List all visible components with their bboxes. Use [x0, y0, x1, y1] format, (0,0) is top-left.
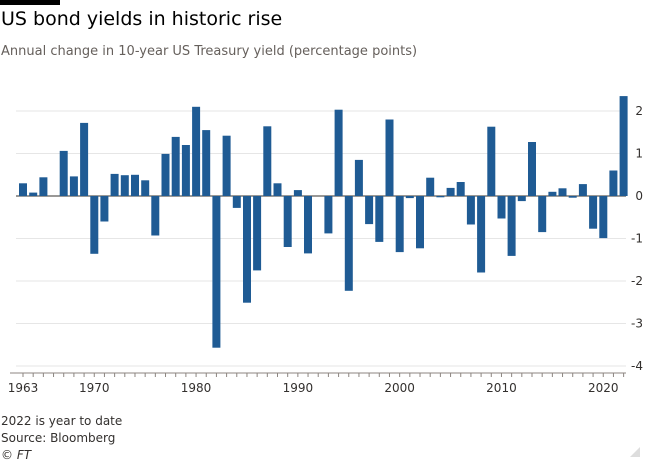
bar-2012: [517, 196, 526, 202]
bar-1978: [171, 136, 180, 196]
bar-2011: [507, 196, 516, 256]
bar-1977: [161, 153, 170, 196]
x-tick-label: 1990: [283, 381, 314, 395]
footnote-ytd: 2022 is year to date: [1, 414, 123, 428]
bar-2014: [538, 196, 547, 233]
y-tick-label: 1: [635, 147, 643, 161]
bar-2021: [609, 170, 618, 196]
bar-1994: [334, 109, 343, 196]
bar-1972: [110, 173, 119, 196]
bar-1963: [19, 183, 27, 197]
bar-1997: [365, 196, 374, 225]
chart-title: US bond yields in historic rise: [1, 8, 283, 30]
bar-2017: [568, 196, 577, 198]
x-tick-label: 2000: [384, 381, 415, 395]
bar-1976: [151, 196, 160, 236]
bar-2018: [578, 184, 587, 196]
chart-subtitle: Annual change in 10-year US Treasury yie…: [1, 44, 418, 59]
bar-2009: [487, 126, 496, 196]
bar-1989: [283, 196, 292, 247]
bar-1998: [375, 196, 384, 242]
bar-1991: [304, 196, 312, 254]
bar-1964: [29, 192, 38, 196]
bar-1981: [202, 130, 211, 196]
bar-2005: [446, 187, 455, 196]
bar-2010: [497, 196, 506, 219]
bar-1965: [39, 177, 48, 196]
bar-chart: 2 1 0 -1 -2 -3 -4 1963 1970 1980 1990 2000 2010 2020: [8, 96, 643, 395]
bar-1967: [59, 150, 68, 196]
bar-2013: [528, 142, 536, 196]
bar-2003: [426, 177, 435, 196]
x-tick-label: 1963: [8, 381, 39, 395]
bar-2008: [477, 196, 486, 273]
bar-1990: [293, 190, 302, 197]
bar-1979: [181, 145, 190, 196]
bar-1968: [69, 176, 78, 196]
bar-2006: [456, 182, 465, 196]
bar-1995: [344, 196, 353, 291]
bar-2020: [599, 196, 608, 239]
bar-1974: [131, 174, 139, 197]
y-tick-label: -2: [631, 274, 643, 288]
bars: [19, 96, 628, 348]
bar-2019: [589, 196, 598, 229]
bar-1996: [354, 159, 363, 196]
y-tick-label: -4: [631, 359, 643, 373]
bar-2015: [548, 191, 557, 197]
bar-2002: [416, 196, 424, 249]
bar-2016: [558, 188, 567, 196]
ft-top-rule: [0, 0, 60, 5]
x-tick-label: 1980: [181, 381, 212, 395]
bar-1987: [263, 126, 272, 196]
bar-1986: [253, 196, 262, 271]
bar-2001: [405, 196, 414, 199]
bar-1988: [273, 183, 282, 197]
bar-1970: [90, 196, 99, 254]
bar-2000: [395, 196, 404, 253]
source-note: Source: Bloomberg: [1, 431, 116, 445]
bar-1973: [120, 175, 129, 196]
y-tick-label: -3: [631, 317, 643, 331]
bar-1993: [324, 196, 333, 234]
y-tick-label: 2: [635, 104, 643, 118]
x-tick-label: 1970: [79, 381, 110, 395]
bar-1969: [80, 122, 89, 196]
y-axis-ticks: 2 1 0 -1 -2 -3 -4: [631, 104, 643, 373]
x-tick-label: 2020: [588, 381, 619, 395]
x-tick-label: 2010: [486, 381, 517, 395]
y-tick-label: 0: [635, 189, 643, 203]
bar-1971: [100, 196, 109, 222]
resize-handle-icon[interactable]: [630, 447, 640, 457]
y-tick-label: -1: [631, 232, 643, 246]
bar-1975: [141, 180, 150, 196]
x-axis-ticks: 1963 1970 1980 1990 2000 2010 2020: [8, 372, 626, 395]
bar-2007: [466, 196, 475, 225]
ft-credit: © FT: [1, 448, 32, 462]
bar-1982: [212, 196, 221, 348]
bar-1980: [192, 106, 201, 197]
bar-1985: [243, 196, 251, 303]
bar-2022: [619, 96, 628, 196]
bar-1984: [232, 196, 241, 208]
bar-1999: [385, 119, 394, 196]
bar-1983: [222, 135, 231, 196]
bar-2004: [436, 196, 445, 198]
